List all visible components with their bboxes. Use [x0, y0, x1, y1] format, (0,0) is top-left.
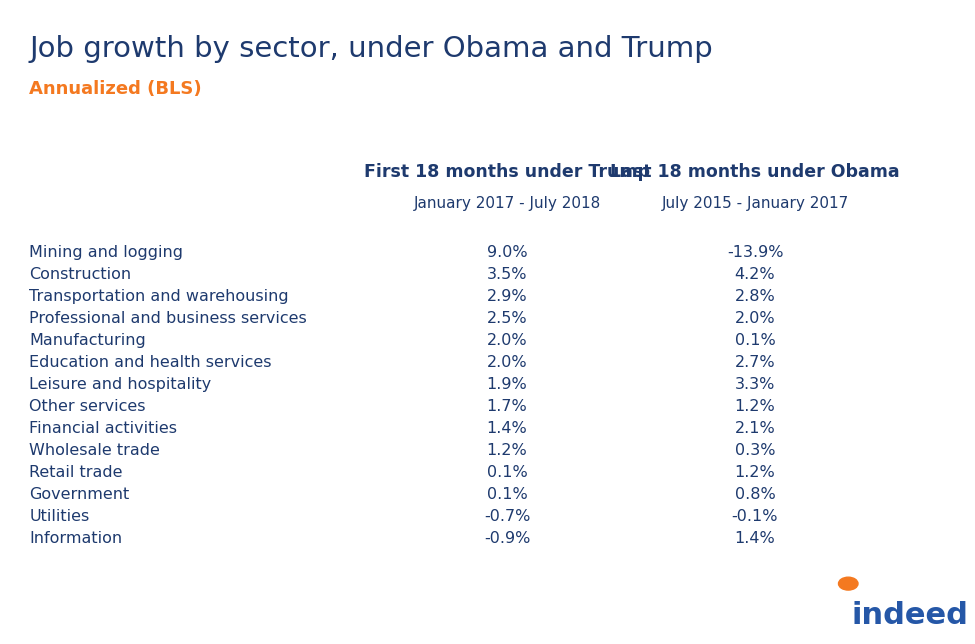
- Text: 1.2%: 1.2%: [734, 465, 775, 480]
- Text: Annualized (BLS): Annualized (BLS): [29, 80, 202, 99]
- Text: 0.1%: 0.1%: [487, 465, 527, 480]
- Text: Job growth by sector, under Obama and Trump: Job growth by sector, under Obama and Tr…: [29, 35, 713, 63]
- Text: Manufacturing: Manufacturing: [29, 333, 146, 348]
- Text: 3.5%: 3.5%: [487, 267, 527, 282]
- Text: Financial activities: Financial activities: [29, 421, 177, 436]
- Text: 2.1%: 2.1%: [734, 421, 775, 436]
- Text: Mining and logging: Mining and logging: [29, 245, 183, 260]
- Text: Utilities: Utilities: [29, 509, 90, 524]
- Text: -0.1%: -0.1%: [732, 509, 778, 524]
- Text: 2.8%: 2.8%: [734, 289, 775, 304]
- Text: July 2015 - January 2017: July 2015 - January 2017: [661, 196, 848, 211]
- Text: Leisure and hospitality: Leisure and hospitality: [29, 377, 212, 392]
- Text: 1.2%: 1.2%: [487, 443, 527, 458]
- Text: Government: Government: [29, 487, 130, 502]
- Text: 2.0%: 2.0%: [735, 311, 775, 326]
- Text: 4.2%: 4.2%: [735, 267, 775, 282]
- Text: 0.1%: 0.1%: [734, 333, 775, 348]
- Text: Other services: Other services: [29, 399, 145, 414]
- Text: 1.4%: 1.4%: [734, 531, 775, 546]
- Circle shape: [838, 577, 858, 590]
- Text: Transportation and warehousing: Transportation and warehousing: [29, 289, 289, 304]
- Text: -13.9%: -13.9%: [726, 245, 783, 260]
- Text: Construction: Construction: [29, 267, 132, 282]
- Text: 1.9%: 1.9%: [487, 377, 527, 392]
- Text: 9.0%: 9.0%: [487, 245, 527, 260]
- Text: Education and health services: Education and health services: [29, 355, 272, 370]
- Text: -0.7%: -0.7%: [484, 509, 530, 524]
- Text: 0.3%: 0.3%: [735, 443, 775, 458]
- Text: 2.9%: 2.9%: [487, 289, 527, 304]
- Text: 2.0%: 2.0%: [487, 333, 527, 348]
- Text: January 2017 - July 2018: January 2017 - July 2018: [413, 196, 601, 211]
- Text: indeed: indeed: [851, 601, 968, 630]
- Text: First 18 months under Trump: First 18 months under Trump: [364, 163, 650, 181]
- Text: Last 18 months under Obama: Last 18 months under Obama: [610, 163, 900, 181]
- Text: Professional and business services: Professional and business services: [29, 311, 307, 326]
- Text: -0.9%: -0.9%: [484, 531, 530, 546]
- Text: 2.7%: 2.7%: [735, 355, 775, 370]
- Text: Wholesale trade: Wholesale trade: [29, 443, 160, 458]
- Text: Retail trade: Retail trade: [29, 465, 123, 480]
- Text: 1.7%: 1.7%: [487, 399, 527, 414]
- Text: 0.1%: 0.1%: [487, 487, 527, 502]
- Text: 0.8%: 0.8%: [734, 487, 775, 502]
- Text: 1.4%: 1.4%: [487, 421, 527, 436]
- Text: 1.2%: 1.2%: [734, 399, 775, 414]
- Text: 2.0%: 2.0%: [487, 355, 527, 370]
- Text: 3.3%: 3.3%: [735, 377, 775, 392]
- Text: Information: Information: [29, 531, 123, 546]
- Text: 2.5%: 2.5%: [487, 311, 527, 326]
